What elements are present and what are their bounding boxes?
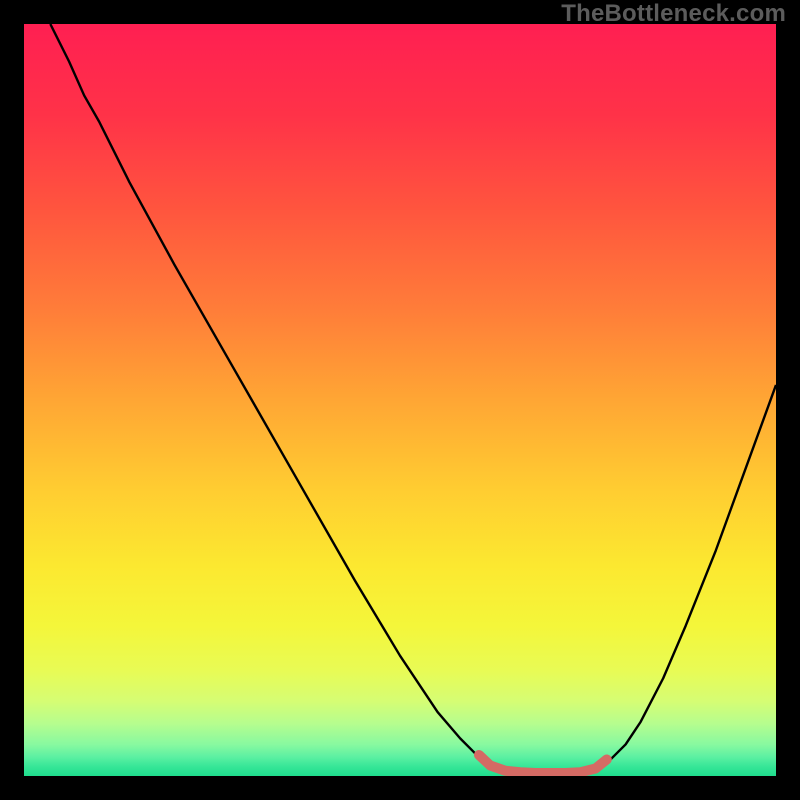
- chart-svg: [24, 24, 776, 776]
- plot-area: [24, 24, 776, 776]
- gradient-background: [24, 24, 776, 776]
- watermark-text: TheBottleneck.com: [561, 0, 786, 28]
- chart-frame: TheBottleneck.com: [0, 0, 800, 800]
